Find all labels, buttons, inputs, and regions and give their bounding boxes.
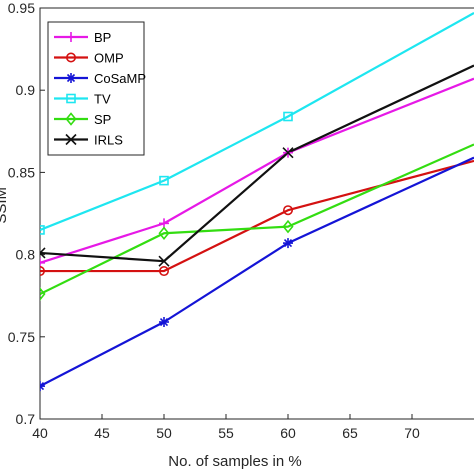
data-point-sp	[282, 219, 294, 234]
legend-item-irls: IRLS	[54, 133, 123, 148]
legend-item-cosamp: CoSaMP	[54, 71, 146, 86]
data-point-irls	[282, 147, 294, 159]
data-point-tv	[40, 225, 45, 235]
legend-item-sp: SP	[54, 112, 111, 127]
x-tick-label: 70	[404, 425, 420, 441]
legend-marker-omp	[66, 52, 77, 63]
x-tick-label: 50	[156, 425, 172, 441]
legend-label: IRLS	[94, 133, 123, 148]
series-markers	[40, 111, 294, 392]
y-axis-label: SSIM	[0, 187, 10, 224]
data-point-irls	[158, 255, 170, 267]
axis-ticks: 40 45 50 55 60 65 70 0.7 0.75 0.8 0.85 0.9 0.95 SSIM	[0, 0, 420, 441]
legend: BP OMP CoSaMP TV SP IRLS	[47, 21, 146, 156]
y-tick-label: 0.7	[16, 411, 36, 427]
legend-marker-bp	[66, 32, 76, 42]
legend-marker-sp	[65, 112, 77, 126]
y-tick-label: 0.75	[8, 329, 35, 345]
legend-marker-irls	[65, 133, 77, 146]
x-tick-label: 40	[32, 425, 48, 441]
series-line-cosamp	[40, 156, 474, 388]
data-point-sp	[158, 226, 170, 240]
data-point-bp	[40, 257, 45, 268]
y-tick-label: 0.85	[8, 164, 35, 180]
data-point-omp	[282, 205, 293, 216]
legend-item-tv: TV	[54, 92, 111, 107]
series-line-bp	[40, 77, 474, 264]
x-axis-label: No. of samples in %	[168, 453, 301, 470]
x-tick-label: 45	[94, 425, 110, 441]
legend-item-bp: BP	[54, 30, 111, 45]
legend-item-omp: OMP	[54, 51, 124, 66]
series-lines	[40, 11, 474, 388]
series-line-tv	[40, 11, 474, 231]
data-point-omp	[159, 266, 170, 277]
x-tick-label: 55	[218, 425, 234, 441]
series-line-sp	[40, 143, 474, 296]
data-point-sp	[40, 287, 46, 301]
data-point-cosamp	[159, 317, 169, 328]
legend-label: BP	[94, 30, 111, 45]
legend-marker-cosamp	[66, 73, 76, 83]
x-tick-label: 60	[280, 425, 296, 441]
legend-label: SP	[94, 112, 111, 127]
y-tick-label: 0.8	[16, 247, 36, 263]
legend-marker-tv	[66, 93, 76, 104]
data-point-cosamp	[283, 238, 293, 249]
legend-box	[47, 21, 145, 156]
series-line-irls	[40, 64, 474, 263]
data-point-irls	[40, 247, 46, 259]
legend-label: TV	[94, 92, 111, 107]
data-point-tv	[159, 175, 169, 186]
data-point-cosamp	[40, 381, 45, 392]
y-tick-label: 0.95	[8, 0, 35, 16]
legend-label: OMP	[94, 51, 124, 66]
legend-label: CoSaMP	[94, 71, 146, 86]
y-tick-label: 0.9	[16, 82, 36, 98]
data-point-omp	[40, 266, 45, 277]
data-point-tv	[283, 111, 293, 122]
x-tick-label: 65	[342, 425, 358, 441]
